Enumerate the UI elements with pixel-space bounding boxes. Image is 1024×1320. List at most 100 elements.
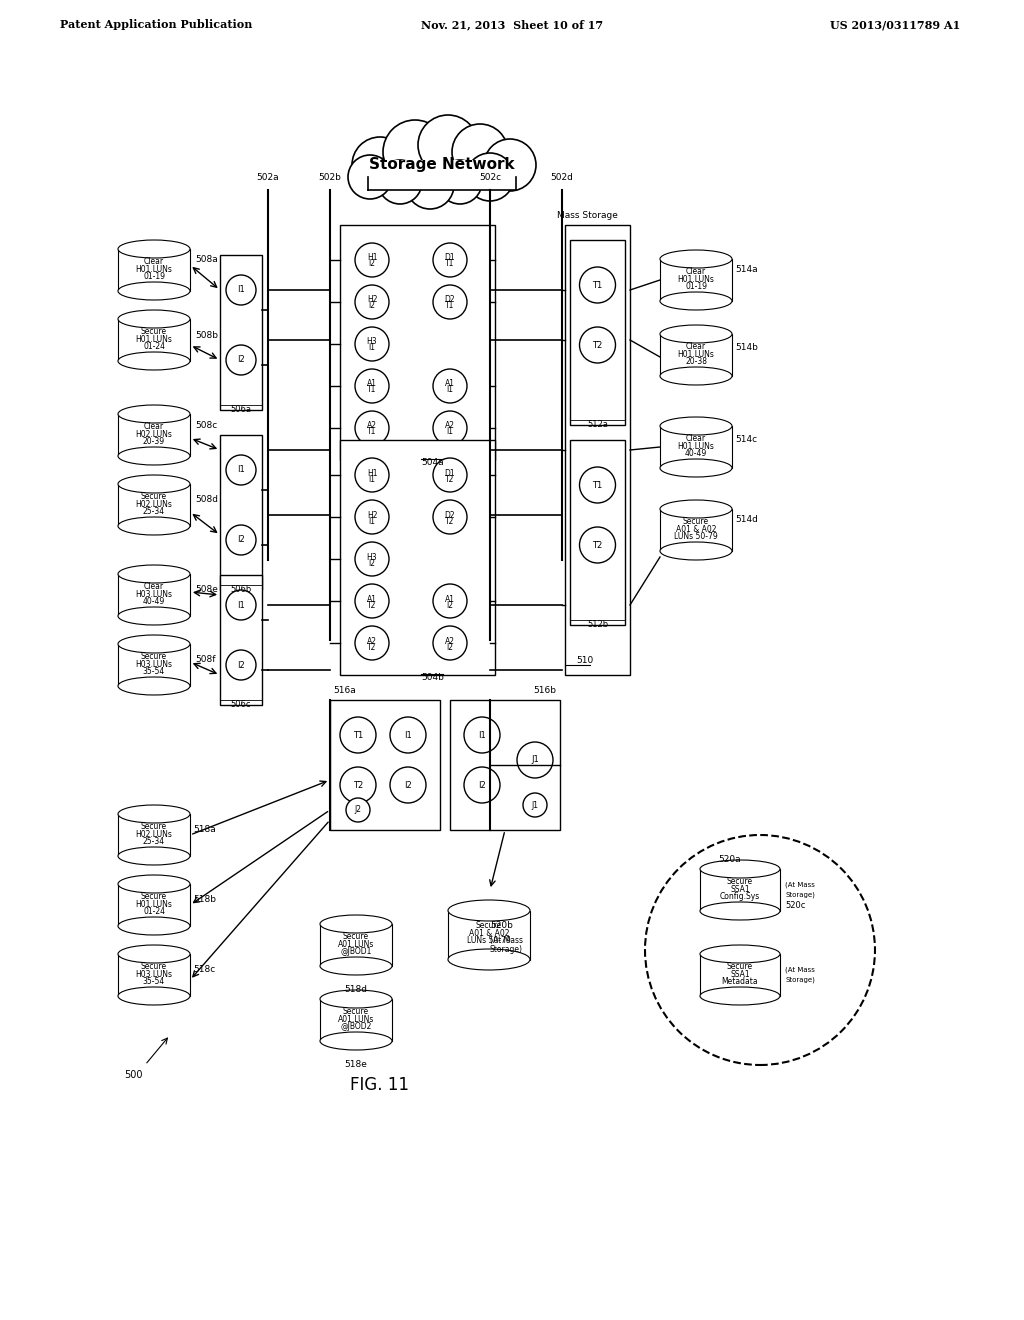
Text: A01 & A02: A01 & A02 [676,525,716,533]
Circle shape [355,583,389,618]
Text: T2: T2 [368,601,377,610]
Ellipse shape [118,352,190,370]
Text: FIG. 11: FIG. 11 [350,1076,410,1094]
Text: I2: I2 [478,780,485,789]
Circle shape [523,793,547,817]
Text: Clear: Clear [144,582,164,591]
Text: 514b: 514b [735,342,758,351]
Text: J2: J2 [354,805,361,814]
Ellipse shape [118,677,190,696]
Ellipse shape [118,987,190,1005]
Ellipse shape [700,945,780,964]
Text: (At Mass: (At Mass [490,936,523,945]
Text: 508e: 508e [195,586,218,594]
Text: H03.LUNs: H03.LUNs [135,970,172,979]
Text: SSA1: SSA1 [730,884,750,894]
Bar [565,224,630,675]
Text: T2: T2 [592,540,603,549]
Circle shape [226,275,256,305]
Text: 516a: 516a [334,686,356,696]
Text: Storage): Storage) [785,892,815,898]
Text: Secure: Secure [727,876,753,886]
Bar [118,249,190,290]
Text: 516b: 516b [534,686,556,696]
Circle shape [226,649,256,680]
Text: Clear: Clear [144,422,164,430]
Text: A1: A1 [367,380,377,388]
Circle shape [340,717,376,752]
Ellipse shape [118,847,190,865]
Text: (At Mass: (At Mass [785,882,815,888]
Ellipse shape [449,949,530,970]
Ellipse shape [660,543,732,560]
Circle shape [355,243,389,277]
Text: T1: T1 [445,260,455,268]
Text: I1: I1 [238,466,245,474]
Text: Storage): Storage) [785,977,815,983]
Text: A2: A2 [367,636,377,645]
Text: H1: H1 [367,469,377,478]
Bar [118,319,190,360]
Text: I1: I1 [404,730,412,739]
Circle shape [464,717,500,752]
Circle shape [355,327,389,360]
Text: I1: I1 [446,385,454,395]
Circle shape [226,345,256,375]
Text: I2: I2 [369,301,376,310]
Bar [118,814,190,855]
Bar [220,436,262,590]
Text: I2: I2 [446,643,454,652]
Text: T2: T2 [445,474,455,483]
Circle shape [383,120,447,183]
Circle shape [355,411,389,445]
Text: D1: D1 [444,253,456,263]
Text: Mass Storage: Mass Storage [557,211,617,220]
Text: T1: T1 [353,730,364,739]
Text: Patent Application Publication: Patent Application Publication [60,20,252,30]
Ellipse shape [118,447,190,465]
Text: @JBOD1: @JBOD1 [340,946,372,956]
Text: Nov. 21, 2013  Sheet 10 of 17: Nov. 21, 2013 Sheet 10 of 17 [421,20,603,30]
Text: T1: T1 [592,480,603,490]
Ellipse shape [319,957,392,975]
Text: I2: I2 [238,355,245,364]
Text: D1: D1 [444,469,456,478]
Ellipse shape [660,459,732,477]
Circle shape [355,285,389,319]
Circle shape [433,500,467,535]
Circle shape [355,370,389,403]
Ellipse shape [660,367,732,385]
Circle shape [433,583,467,618]
Ellipse shape [660,292,732,310]
Text: H02.LUNs: H02.LUNs [135,500,172,508]
Ellipse shape [319,990,392,1008]
Ellipse shape [700,861,780,878]
Ellipse shape [118,240,190,257]
Text: 500: 500 [124,1071,142,1080]
Ellipse shape [118,282,190,300]
Text: 520a: 520a [719,855,741,865]
Circle shape [226,525,256,554]
Text: I2: I2 [238,536,245,544]
Text: D2: D2 [444,511,456,520]
Bar [118,644,190,686]
Circle shape [580,467,615,503]
Text: T1: T1 [368,428,377,437]
Text: 40-49: 40-49 [685,449,708,458]
Text: H3: H3 [367,553,377,561]
Text: I1: I1 [369,474,376,483]
Text: 514c: 514c [735,436,757,445]
Text: 35-54: 35-54 [143,977,165,986]
Text: Clear: Clear [686,267,707,276]
Bar [319,999,392,1041]
Ellipse shape [319,915,392,933]
Text: H03.LUNs: H03.LUNs [135,590,172,599]
Ellipse shape [660,500,732,517]
Text: Secure: Secure [727,962,753,970]
Text: J1: J1 [531,800,539,809]
Text: 506a: 506a [230,405,252,414]
Bar [340,440,495,675]
Circle shape [433,411,467,445]
Circle shape [352,137,408,193]
Text: 518d: 518d [344,985,368,994]
